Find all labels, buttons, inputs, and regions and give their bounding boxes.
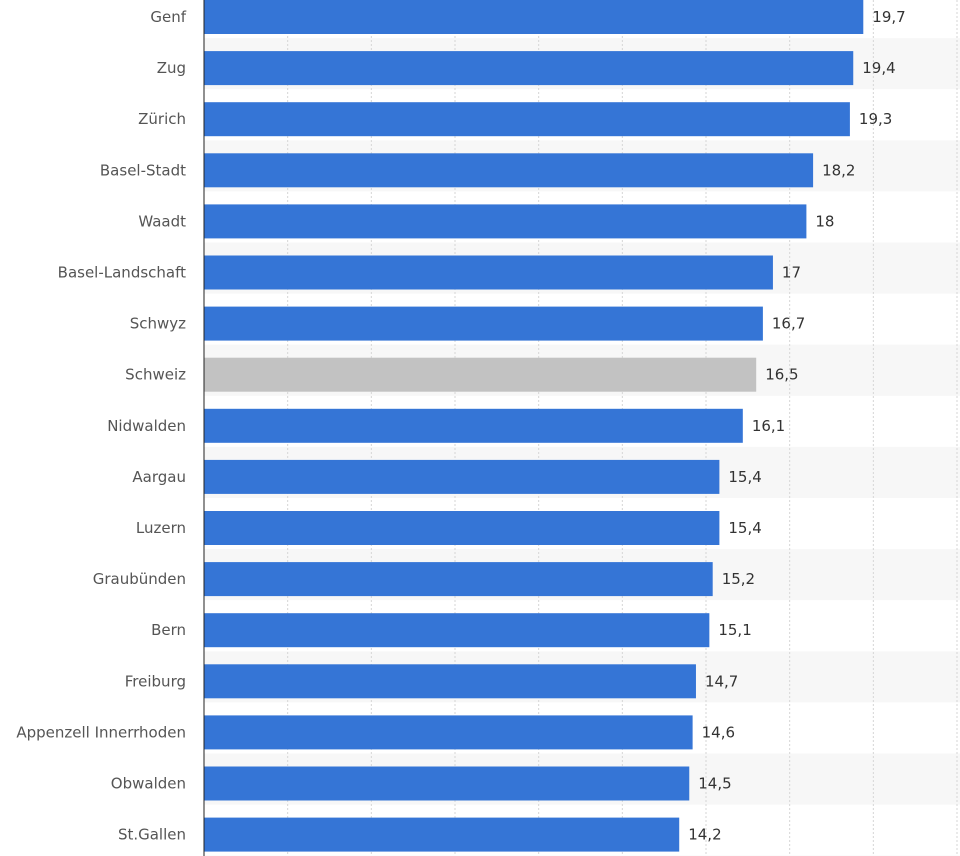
category-label: Graubünden [93,570,186,588]
bar-obwalden[interactable] [204,766,690,801]
value-label: 14,6 [702,723,735,741]
bar-st-gallen[interactable] [204,817,680,852]
value-label: 15,4 [728,519,761,537]
category-label: Obwalden [111,775,186,793]
category-label: Genf [150,8,186,26]
value-label: 14,7 [705,672,738,690]
category-label: Bern [151,621,186,639]
value-label: 18 [815,212,834,230]
category-labels: Genf Zug Zürich Basel-Stadt Waadt Basel-Lands… [16,8,186,844]
bar-luzern[interactable] [204,511,720,545]
category-label: Schwyz [130,315,186,333]
value-label: 18,2 [822,161,855,179]
bar-freiburg[interactable] [204,664,696,699]
category-label: Aargau [132,468,186,486]
value-label: 16,5 [765,366,798,384]
bar-aargau[interactable] [204,459,720,494]
bar-graubünden[interactable] [204,562,713,597]
value-label: 16,7 [772,315,805,333]
value-label: 15,1 [718,621,751,639]
bar-basel-landschaft[interactable] [204,255,773,290]
bar-zürich[interactable] [204,102,850,137]
bar-waadt[interactable] [204,204,807,239]
category-label: Zug [157,59,186,77]
value-label: 14,2 [688,826,721,844]
category-label: Nidwalden [107,417,186,435]
bar-schweiz[interactable] [204,357,757,392]
value-label: 19,3 [859,110,892,128]
value-label: 19,7 [872,8,905,26]
category-label: Zürich [138,110,186,128]
bar-basel-stadt[interactable] [204,153,814,188]
bar-nidwalden[interactable] [204,408,743,443]
category-label: Appenzell Innerrhoden [16,723,186,741]
bar-zug[interactable] [204,51,854,86]
value-label: 15,4 [728,468,761,486]
value-label: 14,5 [698,775,731,793]
category-label: Luzern [136,519,186,537]
bars [204,0,864,852]
bar-genf[interactable] [204,0,864,34]
value-label: 15,2 [722,570,755,588]
value-label: 17 [782,264,801,282]
category-label: Basel-Landschaft [58,264,186,282]
value-labels: 19,7 19,4 19,3 18,2 18 17 16,7 16,5 16,1 15,4 15,4… [688,8,905,844]
category-label: St.Gallen [118,826,186,844]
bar-schwyz[interactable] [204,306,763,341]
bar-appenzell-innerrhoden[interactable] [204,715,693,750]
category-label: Freiburg [125,672,186,690]
value-label: 16,1 [752,417,785,435]
value-label: 19,4 [862,59,895,77]
category-label: Schweiz [125,366,186,384]
category-label: Waadt [138,212,186,230]
category-label: Basel-Stadt [100,161,186,179]
bar-bern[interactable] [204,613,710,648]
